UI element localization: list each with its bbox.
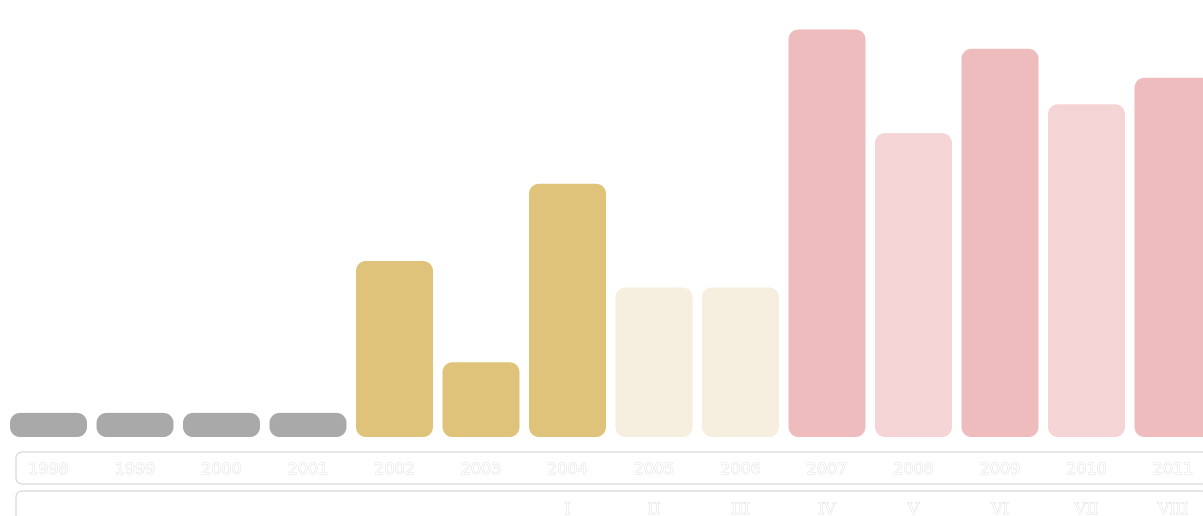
numeral-label: IV: [818, 499, 836, 516]
numeral-label: I: [564, 499, 570, 516]
x-tick-label: 2000: [201, 459, 242, 478]
x-tick-label: 2008: [893, 459, 934, 478]
bar-1999: [96, 412, 174, 437]
x-tick-label: 2009: [980, 459, 1021, 478]
bar-2006: [702, 287, 779, 437]
x-tick-label: 1999: [115, 459, 156, 478]
numeral-label: VII: [1073, 499, 1098, 516]
bar-2010: [1048, 104, 1125, 438]
numeral-label: V: [907, 499, 920, 516]
x-tick-label: 2010: [1066, 459, 1107, 478]
x-tick-label: 2003: [461, 459, 502, 478]
numeral-label-frame: [15, 490, 1203, 516]
x-tick-label: 2002: [374, 459, 415, 478]
bar-2003: [442, 362, 520, 437]
bar-2007: [788, 29, 866, 438]
bar-1998: [10, 412, 87, 437]
year-label-frame: [15, 451, 1203, 485]
numeral-label: VIII: [1157, 499, 1189, 516]
x-tick-label: 1998: [28, 459, 69, 478]
bar-2002: [356, 260, 433, 437]
year-labels-group: 1998 1999 2000 2001 2002 2003 2004 2005 2006 2007…: [28, 459, 1194, 479]
x-tick-label: 2011: [1153, 459, 1194, 478]
numeral-label: III: [731, 499, 750, 516]
bar-2001: [269, 412, 347, 437]
bar-2005: [615, 287, 693, 437]
numeral-label: II: [648, 499, 661, 516]
bar-2011: [1134, 77, 1203, 437]
x-tick-label: 2005: [634, 459, 675, 478]
bar-2004: [529, 183, 606, 437]
bar-2008: [875, 133, 952, 437]
x-tick-label: 2004: [547, 459, 588, 478]
x-tick-label: 2006: [720, 459, 761, 478]
bars-group: [10, 29, 1203, 438]
bar-2000: [183, 412, 260, 437]
x-tick-label: 2007: [807, 459, 848, 478]
bar-2009: [961, 48, 1039, 437]
x-tick-label: 2001: [288, 459, 329, 478]
numeral-label: VI: [990, 499, 1009, 516]
numeral-labels-group: I II III IV V VI VII VIII: [564, 499, 1189, 516]
